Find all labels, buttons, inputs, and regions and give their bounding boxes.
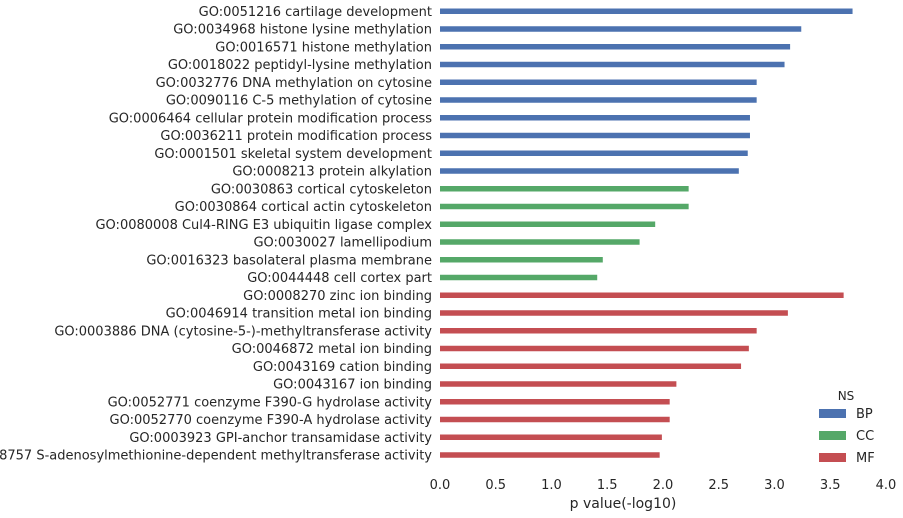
bar-bp xyxy=(440,79,757,85)
category-label: GO:0016323 basolateral plasma membrane xyxy=(146,253,432,268)
bar-mf xyxy=(440,416,670,423)
bar-bp xyxy=(440,132,750,139)
bar-bp xyxy=(440,150,748,156)
category-label: GO:0044448 cell cortex part xyxy=(247,271,432,286)
category-label: GO:0003923 GPI-anchor transamidase activ… xyxy=(129,431,432,446)
category-label: GO:0036211 protein modification process xyxy=(160,129,432,144)
bar-cc xyxy=(440,239,640,245)
x-axis-ticks: 0.0 0.5 1.0 1.5 2.0 2.5 3.0 3.5 4.0 xyxy=(430,478,897,493)
x-tick-label: 4.0 xyxy=(876,478,897,493)
category-label: GO:0032776 DNA methylation on cytosine xyxy=(156,76,432,91)
category-label: GO:0018022 peptidyl-lysine methylation xyxy=(168,58,432,73)
x-axis-title: p value(-log10) xyxy=(570,496,677,512)
x-tick-label: 3.0 xyxy=(764,478,785,493)
category-label: GO:0030027 lamellipodium xyxy=(253,236,432,251)
category-label: GO:0046914 transition metal ion binding xyxy=(166,307,432,322)
category-label: GO:0001501 skeletal system development xyxy=(154,147,432,162)
legend-swatch-mf xyxy=(819,453,846,462)
bar-mf xyxy=(440,434,662,440)
bar-bp xyxy=(440,44,791,50)
bar-bp xyxy=(440,26,802,32)
category-label: GO:0052770 coenzyme F390-A hydrolase act… xyxy=(110,413,433,428)
category-label: GO:0052771 coenzyme F390-G hydrolase act… xyxy=(108,395,433,410)
x-tick-label: 2.0 xyxy=(653,478,674,493)
bar-mf xyxy=(440,345,749,352)
bars-layer xyxy=(440,8,853,458)
category-label: GO:0006464 cellular protein modification… xyxy=(109,111,432,126)
legend: NS BP CC MF xyxy=(819,389,875,466)
bar-mf xyxy=(440,328,757,334)
bar-bp xyxy=(440,115,750,121)
legend-items: BP CC MF xyxy=(819,407,875,466)
bar-cc xyxy=(440,186,689,192)
category-label: GO:0008213 protein alkylation xyxy=(232,165,432,180)
bar-cc xyxy=(440,221,656,227)
bar-mf xyxy=(440,310,788,316)
x-tick-label: 0.0 xyxy=(430,478,451,493)
category-label: GO:0080008 Cul4-RING E3 ubiquitin ligase… xyxy=(95,218,432,233)
bar-bp xyxy=(440,97,757,103)
x-tick-label: 1.5 xyxy=(597,478,618,493)
category-label: GO:0046872 metal ion binding xyxy=(232,342,432,357)
legend-label-cc: CC xyxy=(856,429,874,444)
category-label: GO:0008757 S-adenosylmethionine-dependen… xyxy=(0,449,432,464)
category-label: GO:0003886 DNA (cytosine-5-)-methyltrans… xyxy=(54,324,432,339)
bar-mf xyxy=(440,381,677,387)
x-tick-label: 2.5 xyxy=(708,478,729,493)
x-tick-label: 0.5 xyxy=(485,478,506,493)
legend-swatch-cc xyxy=(819,431,846,440)
category-label: GO:0030863 cortical cytoskeleton xyxy=(211,182,432,197)
bar-cc xyxy=(440,274,598,281)
bar-cc xyxy=(440,203,689,210)
legend-title: NS xyxy=(838,389,855,403)
bar-mf xyxy=(440,292,844,298)
x-tick-label: 1.0 xyxy=(541,478,562,493)
legend-label-bp: BP xyxy=(856,407,873,422)
category-label: GO:0016571 histone methylation xyxy=(215,40,432,55)
bar-mf xyxy=(440,399,670,405)
category-labels: GO:0051216 cartilage development GO:00349… xyxy=(0,5,432,464)
category-label: GO:0051216 cartilage development xyxy=(199,5,432,20)
category-label: GO:0030864 cortical actin cytoskeleton xyxy=(175,200,432,215)
x-tick-label: 3.5 xyxy=(820,478,841,493)
bar-bp xyxy=(440,168,739,174)
legend-swatch-bp xyxy=(819,409,846,418)
bar-bp xyxy=(440,61,785,68)
category-label: GO:0090116 C-5 methylation of cytosine xyxy=(166,94,432,109)
bar-mf xyxy=(440,363,742,369)
bar-bp xyxy=(440,8,853,14)
category-label: GO:0034968 histone lysine methylation xyxy=(173,23,432,38)
category-label: GO:0008270 zinc ion binding xyxy=(243,289,432,304)
category-label: GO:0043167 ion binding xyxy=(273,378,432,393)
category-label: GO:0043169 cation binding xyxy=(253,360,432,375)
legend-label-mf: MF xyxy=(856,451,875,466)
bar-cc xyxy=(440,257,603,263)
bar-mf xyxy=(440,452,660,458)
